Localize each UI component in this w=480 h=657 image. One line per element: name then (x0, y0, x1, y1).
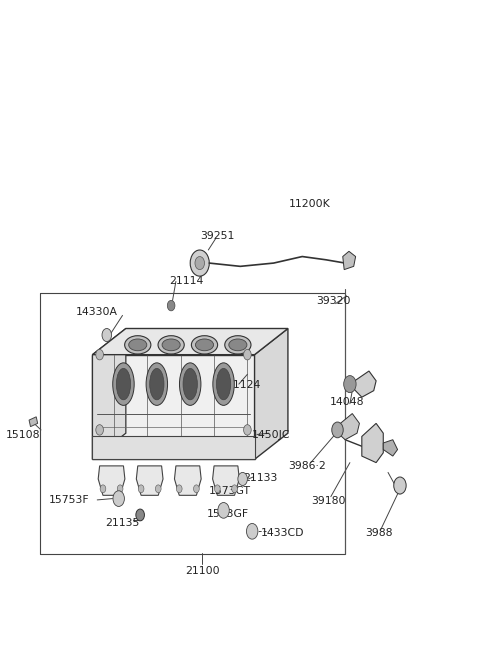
Ellipse shape (113, 363, 134, 405)
Polygon shape (343, 251, 356, 269)
Circle shape (96, 350, 103, 360)
Ellipse shape (116, 369, 131, 400)
Circle shape (176, 485, 182, 493)
Circle shape (136, 509, 144, 521)
Text: 1450JC: 1450JC (252, 430, 290, 440)
Circle shape (218, 503, 229, 518)
Text: 11200K: 11200K (288, 199, 330, 209)
Circle shape (102, 328, 111, 342)
Text: 1433CD: 1433CD (261, 528, 304, 538)
Text: 39180: 39180 (311, 495, 346, 505)
Ellipse shape (225, 336, 251, 354)
Circle shape (243, 424, 251, 435)
Text: 1573GF: 1573GF (207, 509, 250, 518)
Text: 21100: 21100 (185, 566, 219, 576)
Circle shape (113, 491, 124, 507)
Polygon shape (93, 328, 288, 355)
Polygon shape (93, 355, 254, 459)
Text: 14330A: 14330A (76, 307, 118, 317)
Circle shape (168, 300, 175, 311)
Ellipse shape (213, 363, 234, 405)
Polygon shape (136, 466, 163, 495)
Text: 3988: 3988 (365, 528, 392, 538)
Text: 14048: 14048 (329, 397, 364, 407)
Polygon shape (383, 440, 397, 456)
Circle shape (195, 256, 204, 269)
Ellipse shape (158, 336, 184, 354)
Circle shape (117, 485, 123, 493)
Ellipse shape (183, 369, 197, 400)
Polygon shape (93, 436, 254, 459)
Text: 21135: 21135 (105, 518, 140, 528)
Text: 21114: 21114 (169, 276, 204, 286)
Text: 39320: 39320 (316, 296, 350, 306)
Text: 21124: 21124 (227, 380, 261, 390)
Ellipse shape (192, 336, 217, 354)
Circle shape (138, 485, 144, 493)
Ellipse shape (162, 339, 180, 351)
Text: 15108: 15108 (6, 430, 41, 440)
Ellipse shape (146, 363, 168, 405)
Polygon shape (174, 466, 201, 495)
Circle shape (96, 424, 103, 435)
Circle shape (246, 524, 258, 539)
Polygon shape (29, 417, 37, 426)
Circle shape (215, 485, 220, 493)
Text: 21133: 21133 (243, 472, 278, 483)
Ellipse shape (125, 336, 151, 354)
Polygon shape (362, 423, 383, 463)
Circle shape (190, 250, 209, 276)
Polygon shape (98, 466, 125, 495)
Circle shape (193, 485, 199, 493)
Ellipse shape (150, 369, 164, 400)
Circle shape (394, 477, 406, 494)
Text: 39251: 39251 (200, 231, 235, 241)
Polygon shape (352, 371, 376, 397)
Polygon shape (213, 466, 240, 495)
Text: 15753F: 15753F (48, 495, 89, 505)
Circle shape (100, 485, 106, 493)
Ellipse shape (129, 339, 147, 351)
Ellipse shape (229, 339, 247, 351)
Circle shape (156, 485, 161, 493)
Polygon shape (338, 413, 360, 440)
Ellipse shape (195, 339, 214, 351)
Circle shape (238, 472, 247, 486)
Circle shape (243, 350, 251, 360)
Circle shape (232, 485, 238, 493)
Ellipse shape (180, 363, 201, 405)
Ellipse shape (216, 369, 231, 400)
Polygon shape (93, 328, 126, 459)
Circle shape (332, 422, 343, 438)
Text: 3986·2: 3986·2 (288, 461, 326, 471)
Polygon shape (254, 328, 288, 459)
Circle shape (344, 376, 356, 393)
Text: 1573GT: 1573GT (209, 486, 251, 496)
